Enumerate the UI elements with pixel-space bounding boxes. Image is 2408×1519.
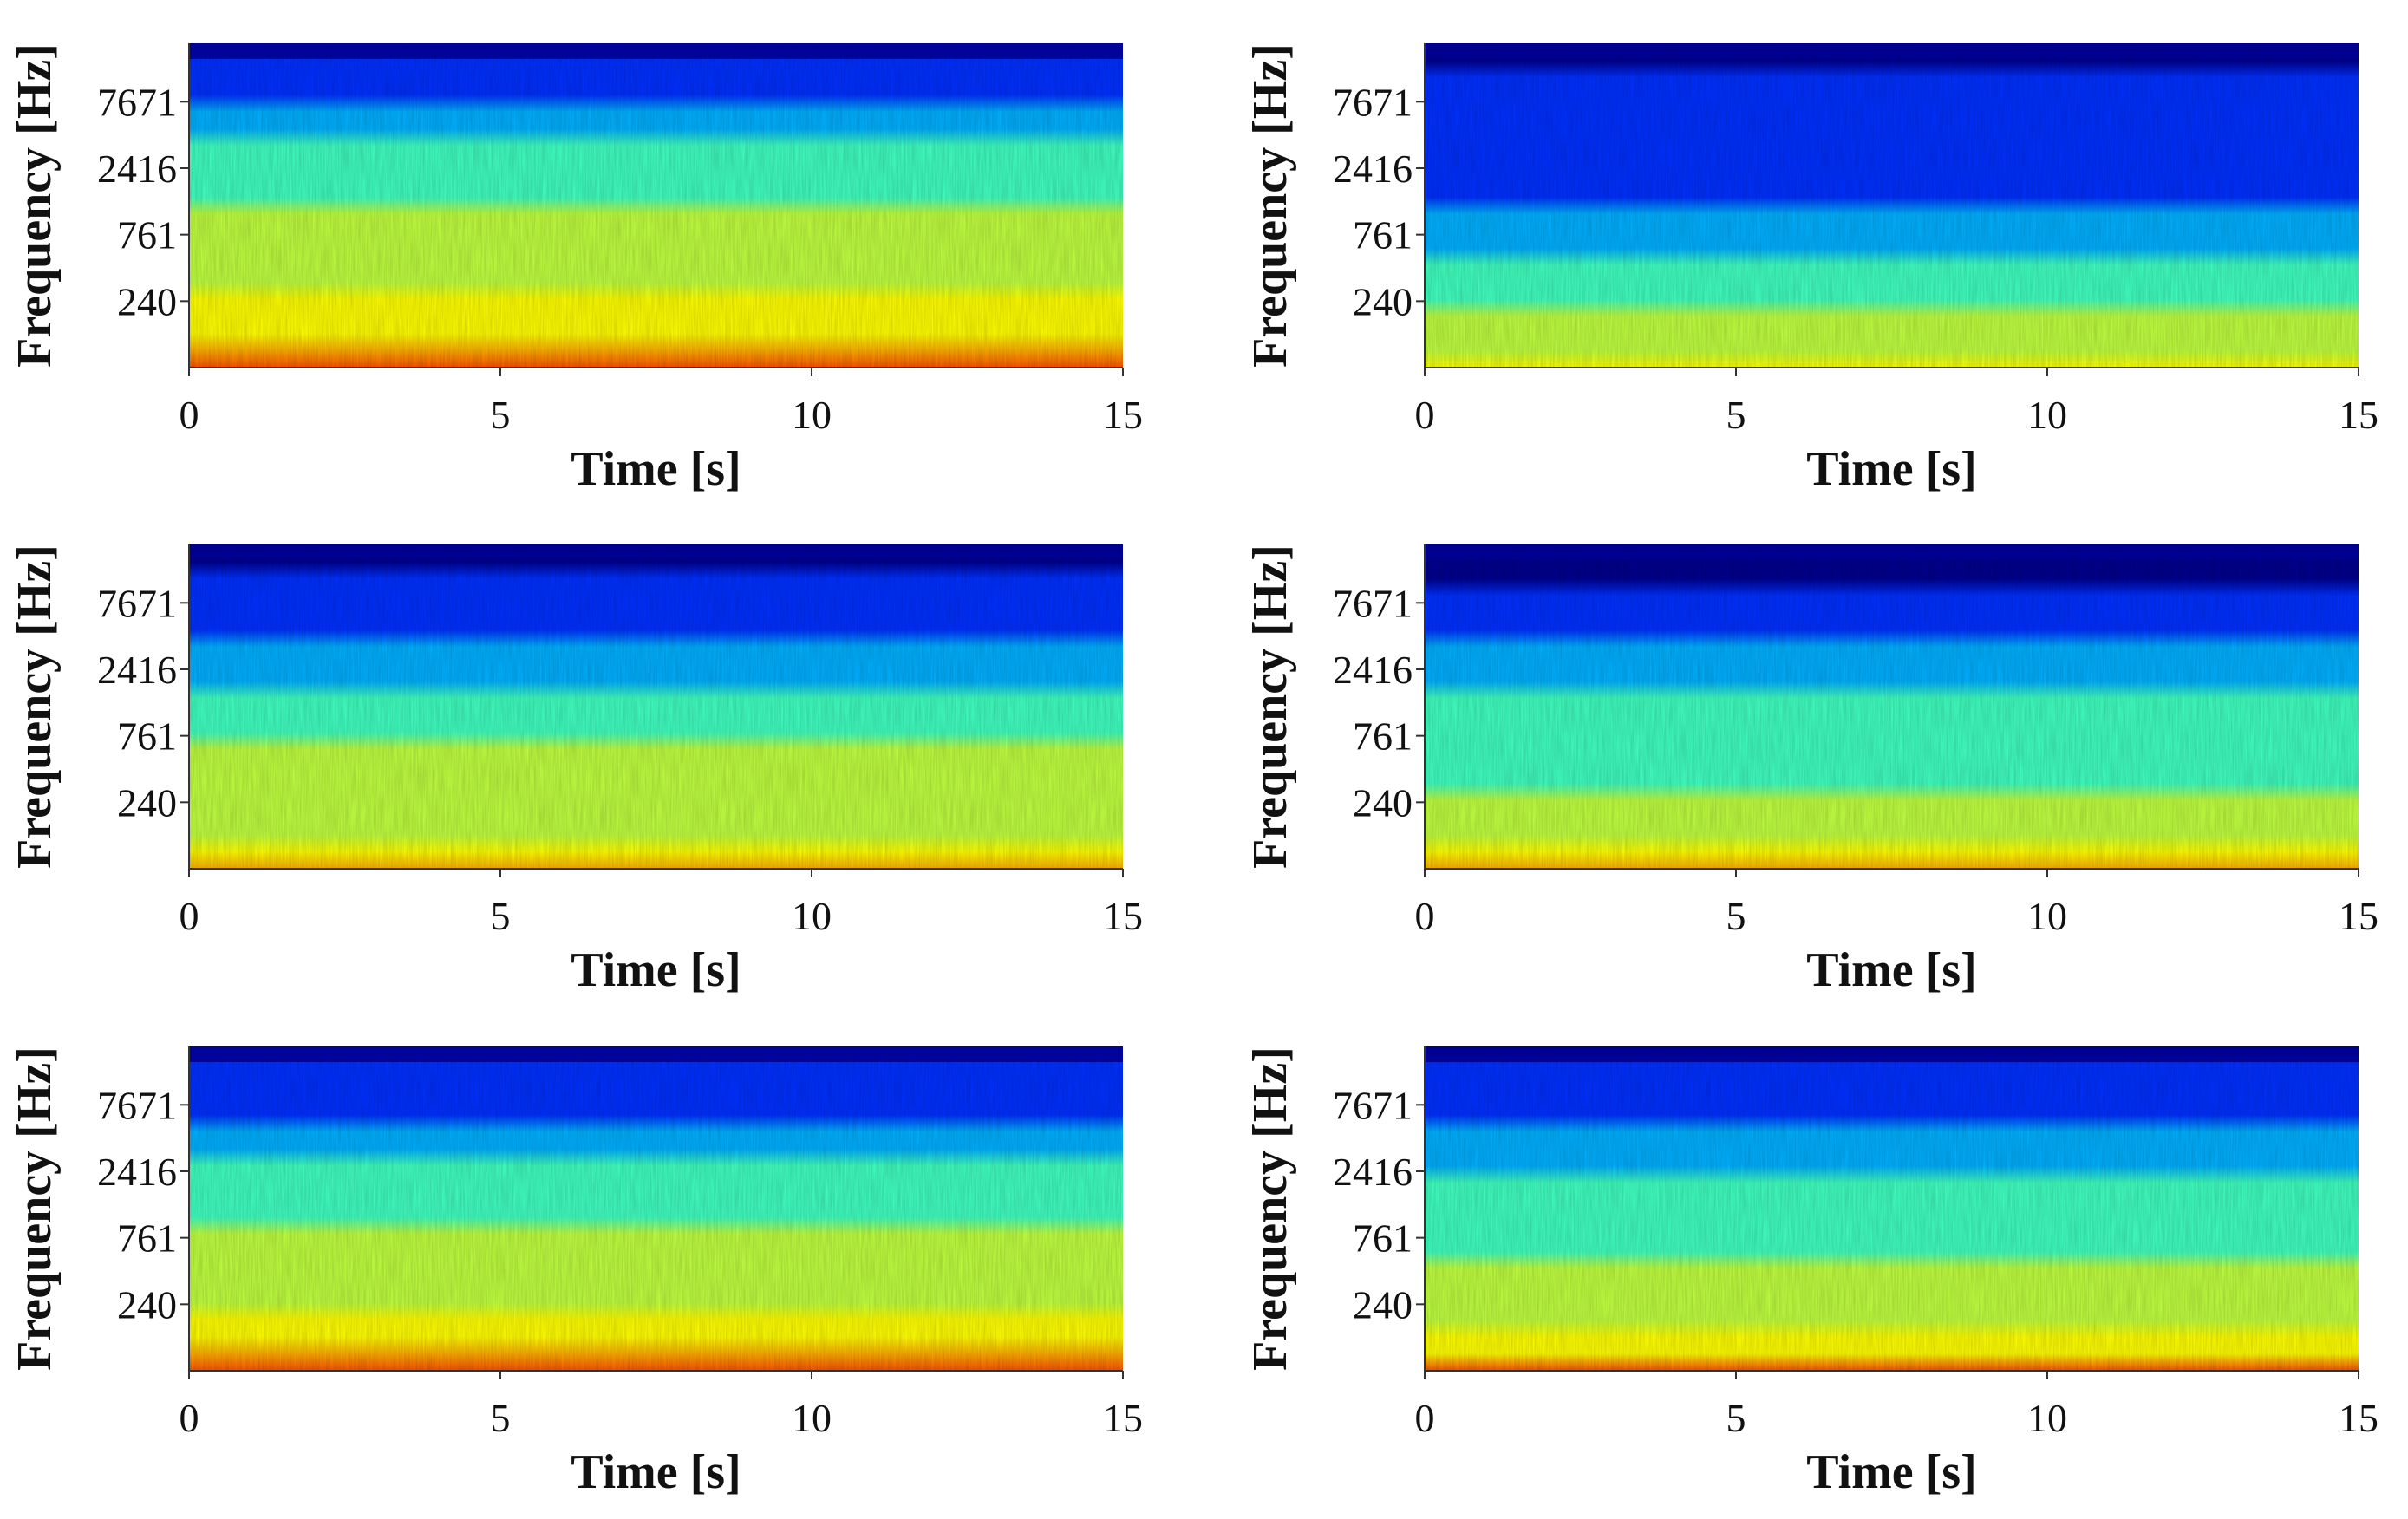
y-tick-label: 7671 [97, 581, 177, 625]
y-axis-title: Frequency [Hz] [1243, 1046, 1297, 1371]
high-frequency-band [1425, 1046, 2359, 1062]
y-axis-title: Frequency [Hz] [8, 43, 62, 368]
y-tick-label: 761 [1353, 1216, 1413, 1261]
x-tick-label: 0 [179, 393, 199, 437]
x-tick-label: 10 [792, 894, 832, 938]
y-tick-label: 2416 [97, 648, 177, 692]
x-tick-label: 0 [1415, 894, 1435, 938]
x-tick-label: 15 [2339, 894, 2379, 938]
y-tick-label: 7671 [97, 1083, 177, 1127]
y-tick-label: 240 [1353, 780, 1413, 825]
x-tick-label: 10 [2027, 393, 2067, 437]
high-frequency-band [189, 1046, 1123, 1062]
x-axis-title: Time [s] [571, 943, 741, 997]
x-tick-label: 5 [1726, 1396, 1746, 1440]
x-tick-label: 15 [2339, 393, 2379, 437]
high-frequency-band [1425, 544, 2359, 560]
y-tick-label: 7671 [1333, 581, 1413, 625]
x-tick-label: 10 [792, 1396, 832, 1440]
x-tick-label: 15 [1103, 393, 1143, 437]
y-tick-label: 2416 [1333, 648, 1413, 692]
x-tick-label: 15 [1103, 894, 1143, 938]
y-tick-label: 761 [117, 213, 177, 258]
y-tick-label: 761 [1353, 714, 1413, 759]
x-tick-label: 0 [179, 1396, 199, 1440]
y-tick-label: 761 [117, 714, 177, 759]
y-tick-label: 2416 [1333, 1150, 1413, 1194]
x-tick-label: 5 [1726, 393, 1746, 437]
high-frequency-band [1425, 43, 2359, 59]
y-tick-label: 761 [117, 1216, 177, 1261]
y-tick-label: 240 [117, 1282, 177, 1327]
x-tick-label: 5 [491, 894, 511, 938]
x-tick-label: 15 [1103, 1396, 1143, 1440]
x-axis-title: Time [s] [1806, 943, 1977, 997]
x-tick-label: 0 [1415, 1396, 1435, 1440]
x-tick-label: 10 [2027, 1396, 2067, 1440]
x-tick-label: 0 [179, 894, 199, 938]
y-tick-label: 240 [1353, 279, 1413, 323]
spectrogram-2: 0 5 10 15 7671 2416 761 240 Time [s] Frequency [H… [1243, 43, 2379, 496]
spectrogram-texture [1425, 43, 2359, 368]
spectrogram-6: 0 5 10 15 7671 2416 761 240 Time [s] Frequency [H… [1243, 1046, 2379, 1499]
y-tick-label: 240 [117, 780, 177, 825]
y-tick-label: 2416 [97, 147, 177, 191]
x-tick-label: 15 [2339, 1396, 2379, 1440]
y-axis-title: Frequency [Hz] [8, 544, 62, 869]
high-frequency-band [189, 544, 1123, 560]
y-tick-label: 7671 [97, 80, 177, 124]
x-tick-label: 5 [491, 393, 511, 437]
x-axis-title: Time [s] [1806, 442, 1977, 496]
y-tick-label: 240 [117, 279, 177, 323]
y-tick-label: 2416 [1333, 147, 1413, 191]
x-axis-title: Time [s] [571, 442, 741, 496]
y-axis-title: Frequency [Hz] [8, 1046, 62, 1371]
x-tick-label: 10 [792, 393, 832, 437]
spectrogram-texture [1425, 544, 2359, 869]
spectrogram-texture [189, 544, 1123, 869]
y-tick-label: 7671 [1333, 1083, 1413, 1127]
x-axis-title: Time [s] [1806, 1445, 1977, 1499]
spectrogram-1: 0 5 10 15 7671 2416 761 240 Time [s] Frequency [H… [8, 43, 1143, 496]
spectrogram-texture [189, 43, 1123, 368]
y-axis-title: Frequency [Hz] [1243, 43, 1297, 368]
high-frequency-band [189, 43, 1123, 59]
y-tick-label: 7671 [1333, 80, 1413, 124]
spectrogram-texture [1425, 1046, 2359, 1371]
spectrogram-texture [189, 1046, 1123, 1371]
x-tick-label: 5 [1726, 894, 1746, 938]
x-tick-label: 10 [2027, 894, 2067, 938]
spectrogram-4: 0 5 10 15 7671 2416 761 240 Time [s] Frequency [H… [1243, 544, 2379, 997]
spectrogram-3: 0 5 10 15 7671 2416 761 240 Time [s] Frequency [H… [8, 544, 1143, 997]
y-tick-label: 2416 [97, 1150, 177, 1194]
x-axis-title: Time [s] [571, 1445, 741, 1499]
y-tick-label: 761 [1353, 213, 1413, 258]
x-tick-label: 5 [491, 1396, 511, 1440]
y-axis-title: Frequency [Hz] [1243, 544, 1297, 869]
spectrogram-5: 0 5 10 15 7671 2416 761 240 Time [s] Frequency [H… [8, 1046, 1143, 1499]
x-tick-label: 0 [1415, 393, 1435, 437]
y-tick-label: 240 [1353, 1282, 1413, 1327]
